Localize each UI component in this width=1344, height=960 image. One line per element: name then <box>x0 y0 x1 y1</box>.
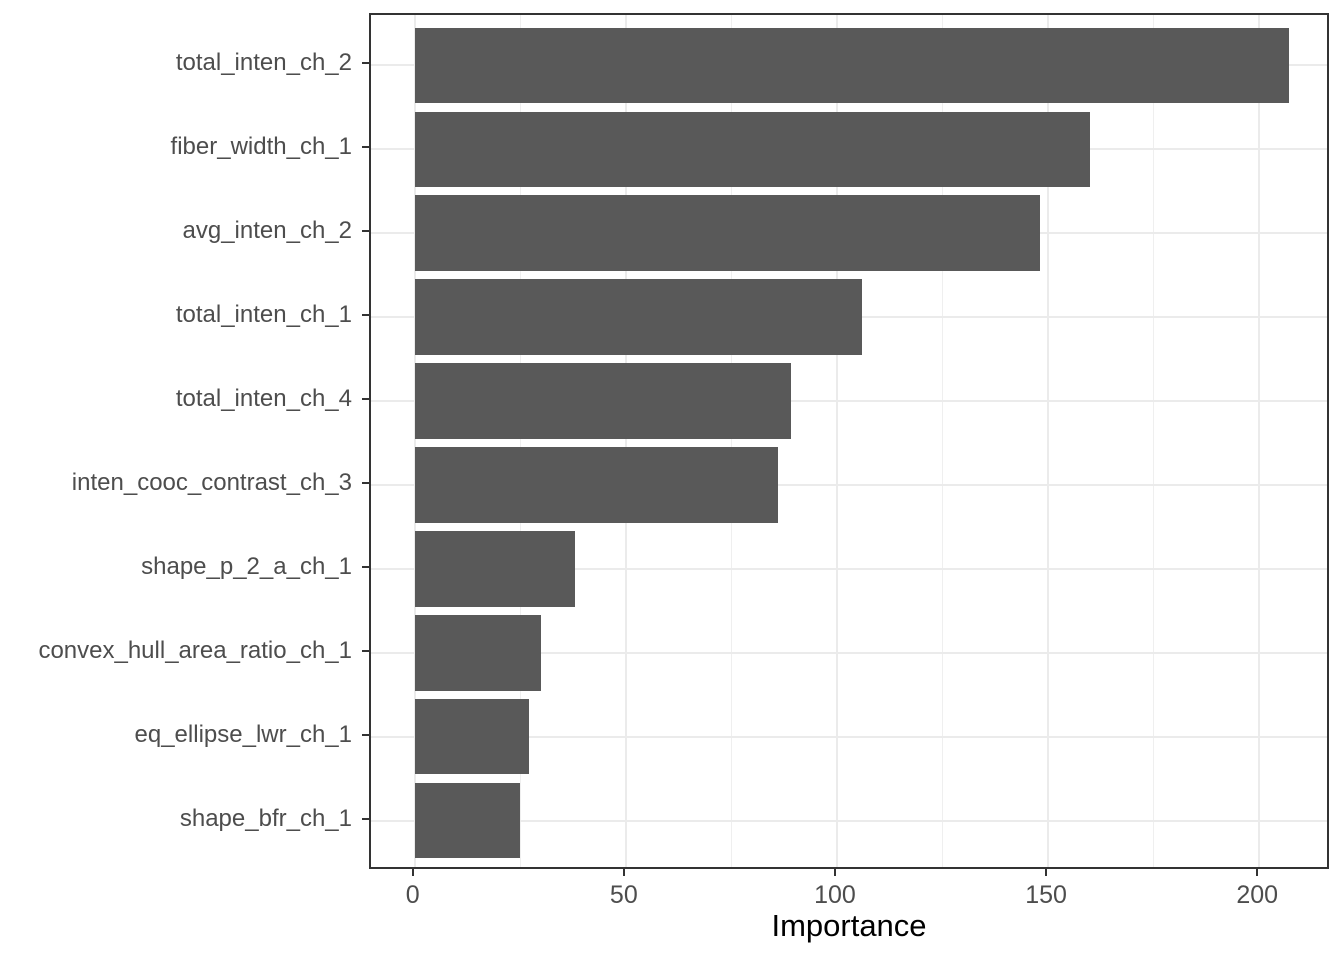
minor-gridline-x <box>942 15 944 867</box>
x-tick-mark <box>411 869 414 876</box>
x-tick-mark <box>833 869 836 876</box>
major-gridline-x <box>1047 15 1050 867</box>
major-gridline-y <box>371 819 1327 822</box>
y-tick-mark <box>362 146 369 149</box>
major-gridline-x <box>1258 15 1261 867</box>
bar <box>414 195 1040 271</box>
major-gridline-y <box>371 400 1327 403</box>
y-axis-label: avg_inten_ch_2 <box>182 217 352 245</box>
y-axis-label: fiber_width_ch_1 <box>170 133 352 161</box>
x-tick-mark <box>622 869 625 876</box>
y-axis-label: shape_p_2_a_ch_1 <box>141 552 352 580</box>
bar <box>414 698 529 775</box>
major-gridline-x <box>624 15 627 867</box>
y-axis-label: convex_hull_area_ratio_ch_1 <box>38 636 352 664</box>
y-axis-label: total_inten_ch_2 <box>175 49 352 77</box>
bar <box>414 447 778 523</box>
y-tick-mark <box>362 398 369 401</box>
bar <box>414 111 1091 188</box>
x-axis-title: Importance <box>771 908 927 943</box>
major-gridline-y <box>371 483 1327 486</box>
y-axis-label: total_inten_ch_4 <box>175 385 352 413</box>
y-tick-mark <box>362 649 369 652</box>
major-gridline-y <box>371 735 1327 738</box>
major-gridline-x <box>835 15 838 867</box>
x-tick-mark <box>1256 869 1259 876</box>
y-tick-mark <box>362 817 369 820</box>
y-tick-mark <box>362 314 369 317</box>
y-axis-label: total_inten_ch_1 <box>175 301 352 329</box>
x-tick-label: 50 <box>609 881 638 909</box>
bar <box>414 363 791 439</box>
minor-gridline-x <box>519 15 521 867</box>
minor-gridline-x <box>730 15 732 867</box>
plot-panel <box>369 13 1329 869</box>
y-tick-mark <box>362 62 369 65</box>
bar <box>414 615 542 691</box>
bar <box>414 27 1289 104</box>
x-tick-label: 0 <box>405 881 420 909</box>
x-tick-label: 200 <box>1236 881 1279 909</box>
major-gridline-y <box>371 567 1327 570</box>
y-tick-mark <box>362 565 369 568</box>
y-axis-label: shape_bfr_ch_1 <box>179 804 352 832</box>
major-gridline-y <box>371 651 1327 654</box>
minor-gridline-x <box>1153 15 1155 867</box>
x-tick-label: 100 <box>814 881 856 909</box>
x-tick-mark <box>1045 869 1048 876</box>
y-tick-mark <box>362 733 369 736</box>
bar <box>414 531 576 607</box>
bar <box>414 279 863 355</box>
major-gridline-x <box>413 15 416 867</box>
y-axis-label: inten_cooc_contrast_ch_3 <box>71 468 352 496</box>
y-tick-mark <box>362 481 369 484</box>
bar <box>414 782 521 859</box>
y-tick-mark <box>362 230 369 233</box>
y-axis-label: eq_ellipse_lwr_ch_1 <box>134 720 352 748</box>
x-tick-label: 150 <box>1025 881 1067 909</box>
